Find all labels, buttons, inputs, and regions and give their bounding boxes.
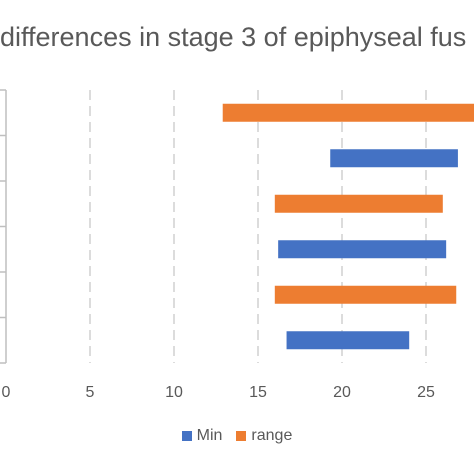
x-tick-label-20: 20 [333, 384, 351, 401]
legend-label-min: Min [196, 427, 223, 444]
chart-title: differences in stage 3 of epiphyseal fus [0, 22, 467, 52]
legend-swatch-range [236, 431, 247, 441]
bar-range-5 [274, 285, 457, 304]
x-tick-labels: 0 5 10 15 20 25 [2, 384, 435, 401]
bars-group [222, 103, 474, 350]
bar-min-4 [278, 240, 447, 259]
bar-range-1 [222, 103, 474, 122]
x-tick-label-15: 15 [249, 384, 267, 401]
x-tick-label-10: 10 [165, 384, 183, 401]
legend-swatch-min [181, 431, 192, 441]
bar-min-2 [330, 149, 458, 168]
x-tick-label-25: 25 [417, 384, 435, 401]
y-axis [0, 89, 7, 364]
legend: Min range [0, 427, 474, 445]
gridlines [89, 90, 427, 363]
x-tick-label-0: 0 [2, 384, 11, 401]
bar-range-3 [274, 194, 443, 213]
x-tick-label-5: 5 [86, 384, 95, 401]
legend-label-range: range [251, 427, 293, 444]
legend-item-min: Min [181, 427, 223, 445]
bar-min-6 [286, 331, 410, 350]
legend-item-range: range [236, 427, 292, 445]
